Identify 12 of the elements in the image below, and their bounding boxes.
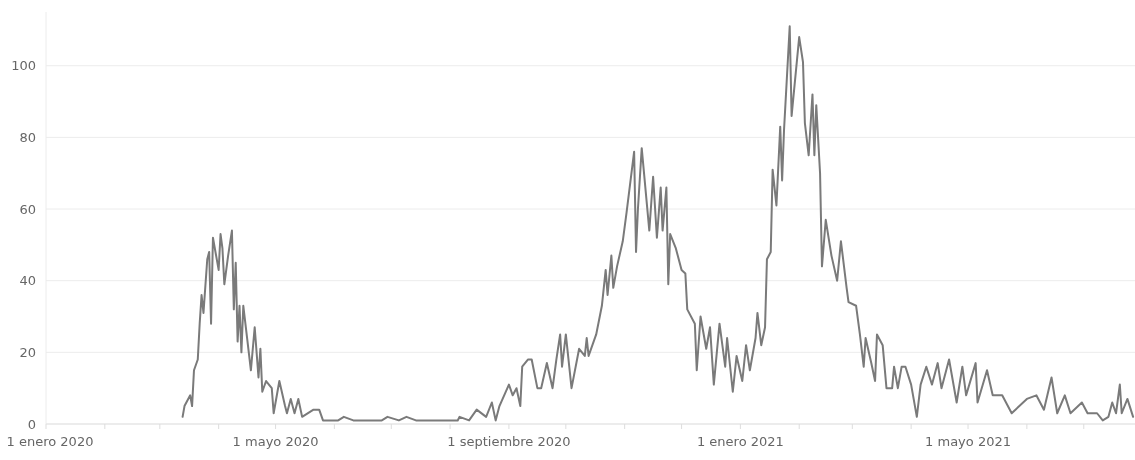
y-tick-label: 100 — [11, 58, 36, 74]
y-tick-label: 0 — [27, 416, 36, 432]
x-tick-label: 1 enero 2020 — [6, 434, 94, 449]
y-tick-label: 20 — [19, 344, 36, 360]
y-tick-label: 40 — [19, 273, 36, 289]
x-tick-label: 1 septiembre 2020 — [447, 434, 571, 449]
y-tick-label: 80 — [19, 129, 36, 145]
x-tick-label: 1 mayo 2020 — [232, 434, 319, 449]
x-tick-label: 1 enero 2021 — [696, 434, 784, 449]
x-tick-label: 1 mayo 2021 — [925, 434, 1011, 449]
y-tick-label: 60 — [19, 201, 36, 217]
line-series — [181, 25, 1135, 422]
